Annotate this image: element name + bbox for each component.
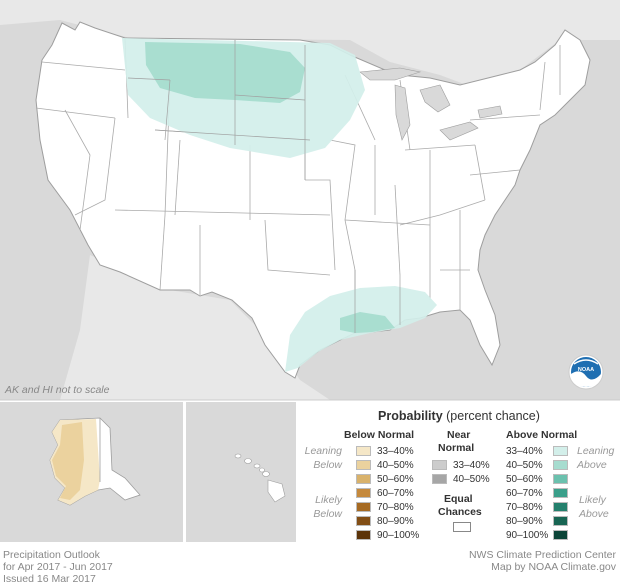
probability-legend: Probability (percent chance) Below Norma… <box>298 402 620 552</box>
above-normal-40-50-north <box>145 42 305 103</box>
great-lakes <box>359 67 503 141</box>
above-normal-header: Above Normal <box>506 429 578 441</box>
equal-chances-header-1: Equal <box>444 493 473 505</box>
hawaii-islands <box>234 453 286 503</box>
above-swatch-70-80 <box>553 502 568 512</box>
below-range-33-40: 33–40% <box>377 446 414 457</box>
near-range-33-40: 33–40% <box>453 460 490 471</box>
legend-title-bold: Probability <box>378 409 443 423</box>
credit-line-2: Map by NOAA Climate.gov <box>491 561 616 573</box>
leaning-above-word2: Above <box>577 459 607 471</box>
leaning-below-label: Leaning Below <box>304 444 342 472</box>
leaning-above-word1: Leaning <box>577 445 615 457</box>
equal-chances-header-2: Chances <box>438 506 482 518</box>
leaning-below-word2: Below <box>313 459 342 471</box>
likely-below-word2: Below <box>313 508 342 520</box>
above-range-33-40: 33–40% <box>506 446 543 457</box>
above-swatch-90-100 <box>553 530 568 540</box>
above-range-70-80: 70–80% <box>506 502 543 513</box>
leaning-below-word1: Leaning <box>304 445 342 457</box>
above-swatch-50-60 <box>553 474 568 484</box>
above-range-90-100: 90–100% <box>506 530 549 541</box>
below-swatch-80-90 <box>356 516 371 526</box>
likely-above-word2: Above <box>579 508 609 520</box>
near-swatch-40-50 <box>432 474 447 484</box>
above-swatch-60-70 <box>553 488 568 498</box>
likely-above-word1: Likely <box>579 494 606 506</box>
credit-line-1: NWS Climate Prediction Center <box>468 549 616 561</box>
outlook-caption: Precipitation Outlook for Apr 2017 - Jun… <box>3 549 113 585</box>
below-range-50-60: 50–60% <box>377 474 414 485</box>
likely-above-label: Likely Above <box>579 493 609 521</box>
state-boundaries-overlay <box>127 40 401 333</box>
above-swatch-33-40 <box>553 446 568 456</box>
below-swatch-50-60 <box>356 474 371 484</box>
below-range-90-100: 90–100% <box>377 530 420 541</box>
below-swatch-40-50 <box>356 460 371 470</box>
caption-line-2: for Apr 2017 - Jun 2017 <box>3 561 113 573</box>
near-swatch-33-40 <box>432 460 447 470</box>
likely-below-label: Likely Below <box>304 493 342 521</box>
below-range-80-90: 80–90% <box>377 516 414 527</box>
legend-title-rest: (percent chance) <box>446 409 540 423</box>
below-swatch-33-40 <box>356 446 371 456</box>
above-normal-40-50-gulf <box>340 312 395 333</box>
alaska-below-40-50 <box>52 422 84 500</box>
caption-line-1: Precipitation Outlook <box>3 549 100 561</box>
below-swatch-90-100 <box>356 530 371 540</box>
above-swatch-40-50 <box>553 460 568 470</box>
above-range-50-60: 50–60% <box>506 474 543 485</box>
below-range-70-80: 70–80% <box>377 502 414 513</box>
credit-caption: NWS Climate Prediction Center Map by NOA… <box>469 549 616 573</box>
scale-note: AK and HI not to scale <box>5 384 110 396</box>
hawaii-inset-background <box>186 402 296 542</box>
legend-title: Probability (percent chance) <box>298 409 620 423</box>
near-normal-header-2: Normal <box>438 442 475 454</box>
below-range-60-70: 60–70% <box>377 488 414 499</box>
likely-below-word1: Likely <box>315 494 342 506</box>
noaa-logo: NOAA <box>568 354 604 390</box>
above-range-60-70: 60–70% <box>506 488 543 499</box>
mexico-land <box>60 255 330 400</box>
above-range-40-50: 40–50% <box>506 460 543 471</box>
svg-text:NOAA: NOAA <box>578 367 594 373</box>
caption-line-3: Issued 16 Mar 2017 <box>3 573 96 585</box>
above-swatch-80-90 <box>553 516 568 526</box>
canada-land <box>0 0 620 90</box>
near-normal-header-1: Near <box>447 429 471 441</box>
near-range-40-50: 40–50% <box>453 474 490 485</box>
below-swatch-60-70 <box>356 488 371 498</box>
leaning-above-label: Leaning Above <box>577 444 614 472</box>
below-normal-header: Below Normal <box>344 429 415 441</box>
below-swatch-70-80 <box>356 502 371 512</box>
below-range-40-50: 40–50% <box>377 460 414 471</box>
equal-chances-swatch <box>453 522 471 532</box>
above-range-80-90: 80–90% <box>506 516 543 527</box>
